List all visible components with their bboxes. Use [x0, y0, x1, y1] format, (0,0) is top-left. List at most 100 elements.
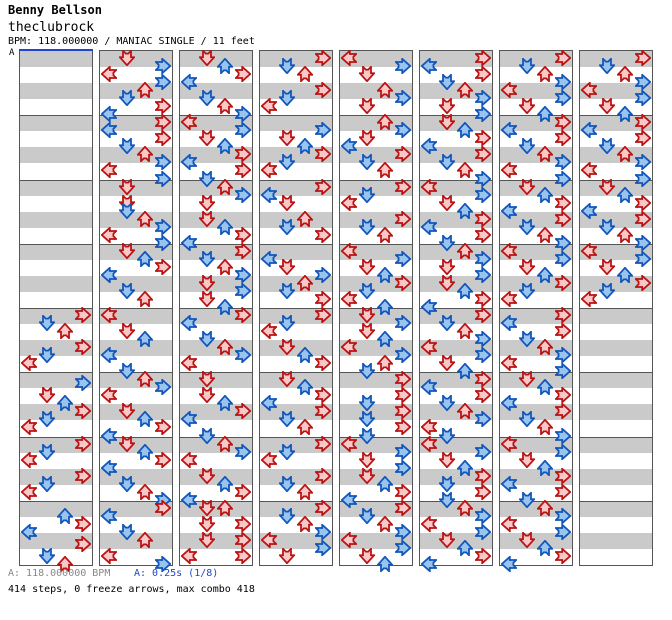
beat-stripe: [580, 243, 652, 260]
measure-line: [420, 243, 492, 245]
beat-stripe: [420, 340, 492, 357]
note-arrow-left-icon: [421, 299, 437, 315]
beat-stripe: [580, 468, 652, 485]
note-arrow-down-icon: [279, 90, 295, 107]
beat-stripe: [420, 179, 492, 196]
note-arrow-down-icon: [519, 331, 535, 348]
note-arrow-right-icon: [155, 218, 171, 235]
note-arrow-right-icon: [395, 387, 411, 404]
note-arrow-right-icon: [555, 387, 571, 404]
beat-stripe: [180, 436, 252, 453]
step-column-4: [259, 50, 333, 566]
beat-stripe: [180, 532, 252, 549]
beat-stripe: [580, 211, 652, 228]
beat-stripe: [260, 51, 332, 68]
note-arrow-up-icon: [217, 58, 233, 74]
beat-stripe: [260, 179, 332, 196]
note-arrow-right-icon: [555, 483, 571, 500]
note-arrow-right-icon: [555, 234, 571, 251]
step-column-6: [419, 50, 493, 572]
segment-a-label: A: [9, 48, 15, 58]
note-arrow-right-icon: [555, 307, 571, 323]
measure-line: [580, 308, 652, 309]
note-arrow-left-icon: [261, 323, 277, 340]
note-arrow-right-icon: [395, 58, 411, 74]
note-arrow-right-icon: [475, 523, 491, 540]
note-arrow-right-icon: [555, 507, 571, 524]
note-arrow-up-icon: [377, 475, 393, 492]
note-arrow-right-icon: [155, 130, 171, 147]
note-arrow-right-icon: [475, 66, 491, 83]
note-arrow-left-icon: [101, 459, 117, 476]
beat-stripe: [340, 532, 412, 549]
note-arrow-down-icon: [119, 50, 135, 66]
note-arrow-down-icon: [279, 218, 295, 235]
note-arrow-down-icon: [599, 98, 615, 115]
note-arrow-down-icon: [359, 547, 375, 564]
note-arrow-down-icon: [359, 282, 375, 299]
beat-stripe: [340, 436, 412, 453]
note-arrow-down-icon: [439, 194, 455, 211]
measure-line: [180, 372, 252, 374]
beat-stripe: [20, 243, 92, 260]
measure-line: [100, 436, 172, 438]
beat-stripe: [500, 179, 572, 196]
note-arrow-up-icon: [537, 459, 553, 476]
note-arrow-right-icon: [235, 122, 251, 139]
footer-segment-bpm: A: 118.000000 BPM: [8, 568, 111, 579]
note-arrow-left-icon: [501, 242, 517, 259]
note-arrow-down-icon: [39, 411, 55, 428]
note-arrow-down-icon: [199, 170, 215, 187]
beat-stripe: [100, 83, 172, 100]
note-arrow-right-icon: [235, 106, 251, 123]
note-arrow-right-icon: [315, 467, 331, 484]
note-arrow-left-icon: [421, 178, 437, 195]
song-title: theclubrock: [8, 20, 95, 35]
note-arrow-left-icon: [101, 162, 117, 179]
note-arrow-down-icon: [359, 98, 375, 115]
note-arrow-up-icon: [457, 282, 473, 299]
note-arrow-down-icon: [439, 74, 455, 91]
note-arrow-left-icon: [21, 523, 37, 540]
measure-line: [580, 500, 652, 502]
note-arrow-left-icon: [101, 226, 117, 243]
note-arrow-up-icon: [137, 371, 153, 388]
note-arrow-up-icon: [537, 66, 553, 83]
note-arrow-up-icon: [457, 122, 473, 139]
beat-stripe: [500, 340, 572, 357]
beat-stripe: [500, 308, 572, 325]
note-arrow-right-icon: [315, 355, 331, 372]
note-arrow-down-icon: [519, 218, 535, 235]
beat-stripe: [340, 468, 412, 485]
measure-line: [260, 243, 332, 245]
note-arrow-right-icon: [315, 307, 331, 323]
note-arrow-right-icon: [395, 90, 411, 107]
beat-stripe: [500, 51, 572, 68]
note-arrow-left-icon: [341, 531, 357, 548]
note-arrow-left-icon: [501, 556, 517, 572]
note-arrow-down-icon: [119, 90, 135, 107]
note-arrow-up-icon: [457, 363, 473, 380]
note-arrow-up-icon: [377, 82, 393, 99]
measure-line: [340, 115, 412, 117]
beat-stripe: [420, 308, 492, 325]
note-arrow-right-icon: [235, 242, 251, 259]
note-arrow-up-icon: [297, 483, 313, 500]
note-arrow-down-icon: [599, 258, 615, 275]
measure-line: [580, 115, 652, 117]
step-column-7: [499, 50, 573, 572]
beat-stripe: [340, 404, 412, 421]
measure-line: [420, 179, 492, 181]
beat-stripe: [100, 115, 172, 132]
measure-line: [340, 243, 412, 245]
beat-stripe: [580, 372, 652, 389]
note-arrow-up-icon: [217, 339, 233, 356]
measure-line: [420, 500, 492, 502]
note-arrow-right-icon: [75, 375, 91, 392]
note-arrow-down-icon: [119, 194, 135, 211]
note-arrow-right-icon: [475, 50, 491, 66]
beat-stripe: [500, 83, 572, 100]
note-arrow-right-icon: [155, 419, 171, 436]
note-arrow-up-icon: [217, 475, 233, 492]
note-arrow-right-icon: [475, 290, 491, 307]
